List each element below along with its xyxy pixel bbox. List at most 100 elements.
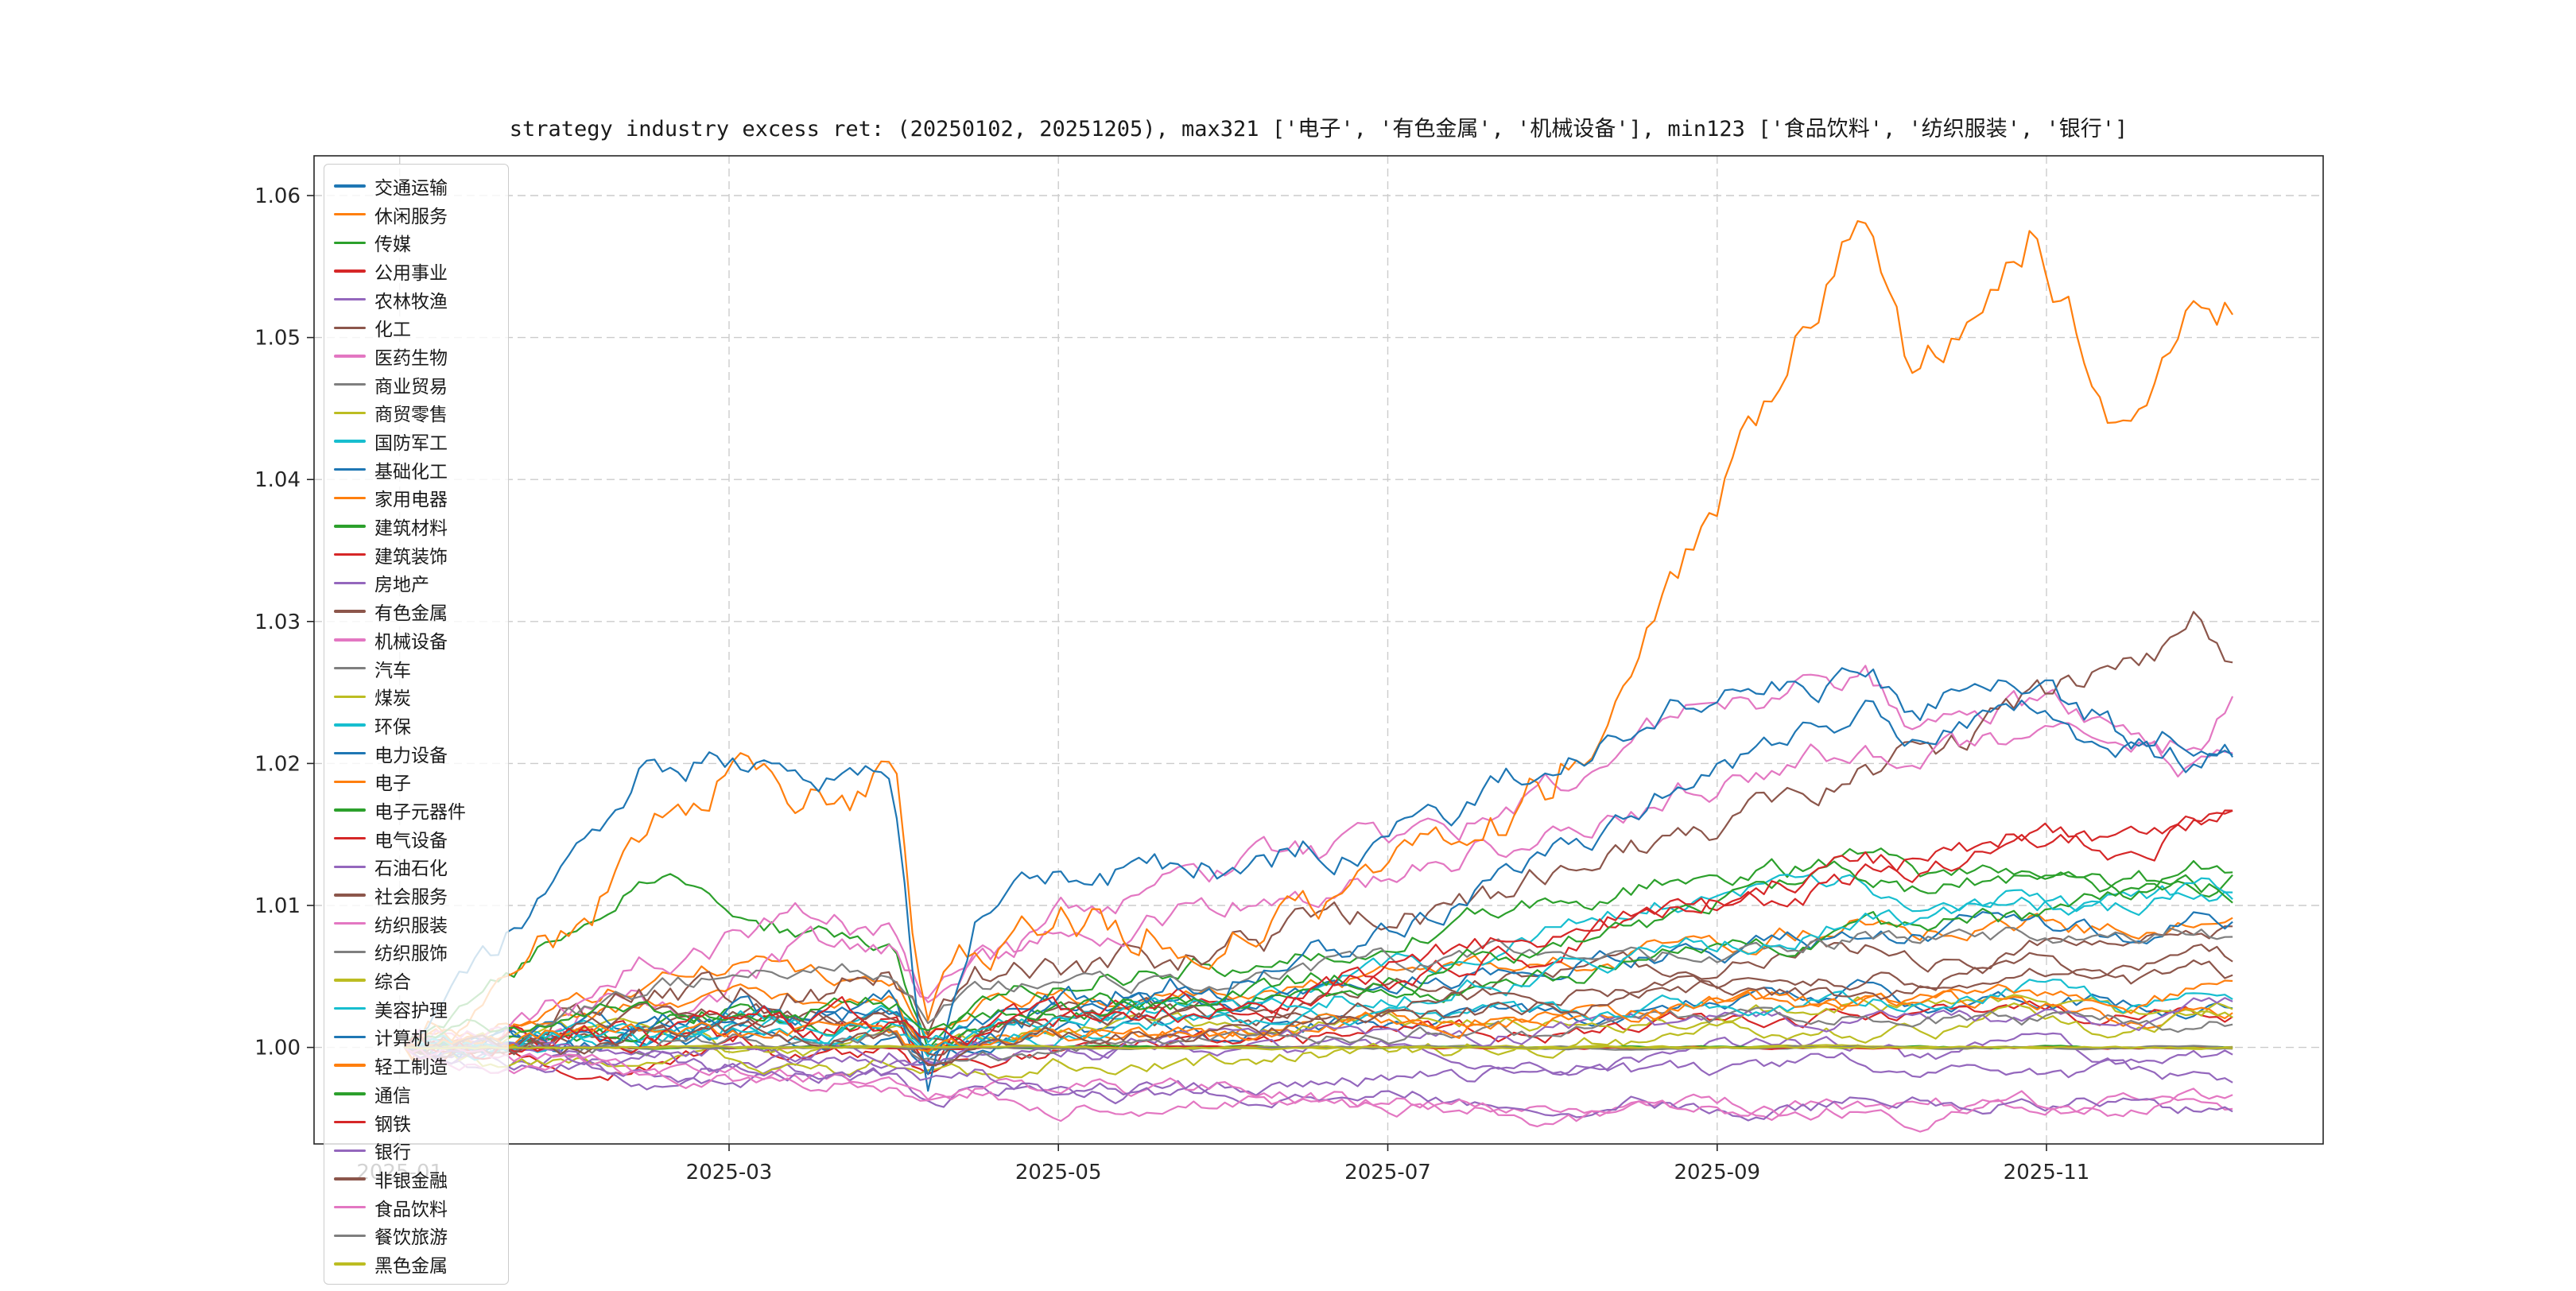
legend-item: 计算机: [334, 1023, 508, 1052]
series-line: [404, 696, 2234, 1049]
legend-item: 轻工制造: [334, 1051, 508, 1080]
legend-label: 国防军工: [374, 433, 448, 455]
legend-line-sample: [334, 1205, 366, 1209]
legend-item: 汽车: [334, 654, 508, 683]
legend-item: 黑色金属: [334, 1250, 508, 1278]
legend-line-sample: [334, 1120, 366, 1124]
legend-item: 有色金属: [334, 597, 508, 626]
series-line: [404, 959, 2233, 1067]
y-tick-label: 1.01: [254, 894, 301, 918]
legend-item: 电子: [334, 767, 508, 796]
series-line: [404, 979, 2233, 1053]
legend-line-sample: [334, 1007, 366, 1010]
legend-line-sample: [334, 269, 366, 273]
legend: 交通运输 休闲服务 传媒 公用事业 农林牧渔 化工 医药生物 商业贸易 商贸零售 国防军工 基础化工…: [324, 164, 509, 1285]
legend-label: 计算机: [374, 1029, 429, 1050]
legend-line-sample: [334, 1092, 366, 1095]
legend-item: 电气设备: [334, 824, 508, 853]
series-line: [404, 700, 2233, 1076]
legend-label: 房地产: [374, 575, 429, 596]
legend-item: 餐饮旅游: [334, 1221, 508, 1250]
legend-line-sample: [334, 922, 366, 925]
legend-line-sample: [334, 638, 366, 642]
legend-item: 纺织服装: [334, 909, 508, 938]
series-line: [403, 220, 2234, 1061]
legend-label: 商业贸易: [374, 376, 448, 397]
series-line: [404, 809, 2233, 1060]
y-tick-label: 1.04: [254, 468, 301, 492]
legend-line-sample: [334, 184, 366, 188]
legend-label: 商贸零售: [374, 405, 448, 426]
legend-item: 家用电器: [334, 484, 508, 513]
legend-line-sample: [334, 297, 366, 301]
x-tick-label: 2025-03: [686, 1161, 773, 1184]
legend-item: 钢铁: [334, 1108, 508, 1137]
legend-line-sample: [334, 894, 366, 897]
legend-line-sample: [334, 1262, 366, 1266]
legend-line-sample: [334, 751, 366, 755]
legend-item: 环保: [334, 711, 508, 739]
legend-label: 医药生物: [374, 347, 448, 369]
legend-item: 煤炭: [334, 682, 508, 711]
legend-item: 机械设备: [334, 626, 508, 654]
series-lines: [403, 220, 2234, 1133]
series-line: [404, 1032, 2233, 1091]
x-tick-label: 2025-11: [2004, 1161, 2090, 1184]
legend-line-sample: [334, 695, 366, 698]
legend-label: 纺织服饰: [374, 944, 448, 965]
legend-item: 公用事业: [334, 257, 508, 285]
legend-item: 电力设备: [334, 739, 508, 768]
series-line: [403, 874, 2233, 1062]
legend-label: 汽车: [374, 660, 411, 681]
legend-line-sample: [334, 780, 366, 783]
legend-label: 餐饮旅游: [374, 1227, 448, 1249]
x-axis: 2025-012025-032025-052025-072025-092025-…: [356, 1144, 2089, 1184]
legend-line-sample: [334, 355, 366, 358]
legend-item: 建筑材料: [334, 512, 508, 541]
legend-label: 公用事业: [374, 262, 448, 284]
legend-label: 机械设备: [374, 631, 448, 653]
legend-label: 煤炭: [374, 688, 411, 710]
legend-item: 纺织服饰: [334, 938, 508, 967]
legend-label: 美容护理: [374, 1000, 448, 1022]
series-line: [404, 926, 2233, 1053]
legend-line-sample: [334, 979, 366, 982]
legend-item: 综合: [334, 966, 508, 994]
y-tick-label: 1.05: [254, 327, 301, 351]
legend-item: 医药生物: [334, 342, 508, 370]
legend-label: 轻工制造: [374, 1057, 448, 1079]
series-line: [404, 860, 2233, 1049]
series-line: [404, 1045, 2233, 1108]
y-axis: 1.00 1.01 1.02 1.03 1.04 1.05 1.06: [254, 184, 314, 1060]
legend-line-sample: [334, 808, 366, 812]
x-tick-label: 2025-09: [1674, 1161, 1760, 1184]
legend-item: 基础化工: [334, 456, 508, 484]
legend-label: 钢铁: [374, 1114, 411, 1135]
legend-label: 有色金属: [374, 603, 448, 625]
legend-line-sample: [334, 1149, 366, 1152]
legend-label: 电力设备: [374, 745, 448, 766]
legend-item: 国防军工: [334, 427, 508, 456]
legend-line-sample: [334, 1035, 366, 1039]
legend-line-sample: [334, 1064, 366, 1067]
series-line: [404, 1044, 2233, 1050]
y-tick-label: 1.06: [254, 184, 301, 208]
legend-item: 银行: [334, 1136, 508, 1165]
series-line: [404, 979, 2233, 1064]
legend-label: 电气设备: [374, 830, 448, 851]
y-tick-label: 1.02: [254, 752, 301, 776]
series-line: [404, 983, 2233, 1051]
legend-line-sample: [334, 610, 366, 613]
series-line: [404, 925, 2233, 1053]
legend-item: 休闲服务: [334, 200, 508, 229]
legend-label: 通信: [374, 1085, 411, 1107]
legend-line-sample: [334, 440, 366, 443]
legend-line-sample: [334, 1234, 366, 1237]
legend-item: 非银金融: [334, 1165, 508, 1193]
legend-item: 房地产: [334, 569, 508, 598]
legend-label: 农林牧渔: [374, 291, 448, 312]
legend-label: 休闲服务: [374, 206, 448, 227]
legend-item: 社会服务: [334, 881, 508, 909]
series-line: [404, 667, 2234, 1092]
